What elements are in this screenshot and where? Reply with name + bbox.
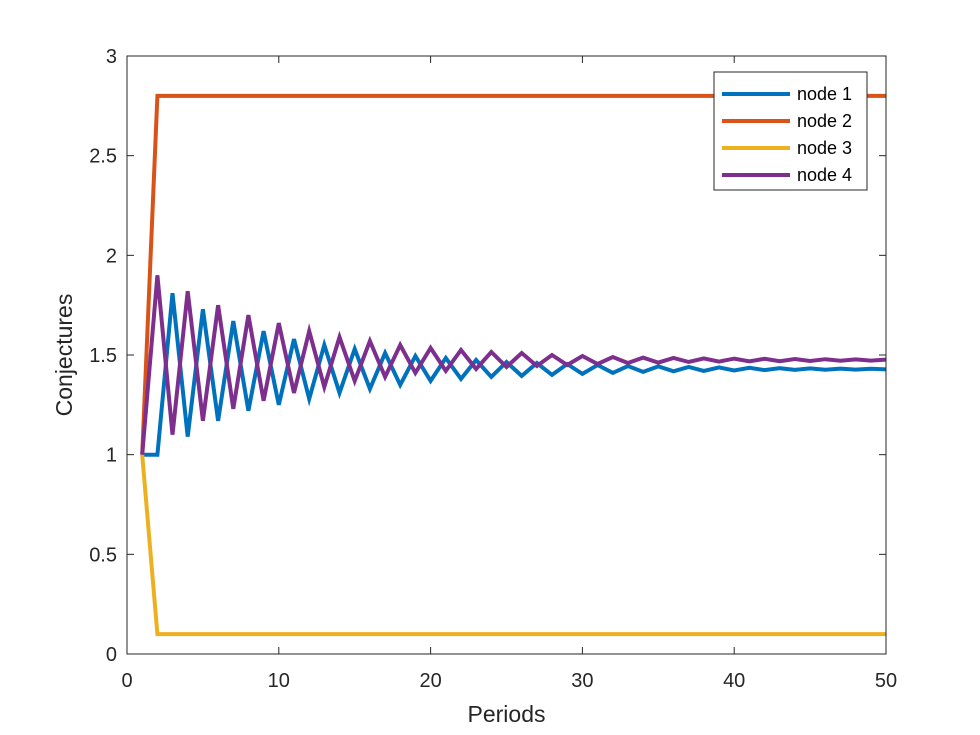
y-tick-label: 0 bbox=[106, 644, 117, 666]
series-line-node-4 bbox=[140, 275, 887, 455]
y-tick-label: 0.5 bbox=[89, 544, 117, 566]
x-tick-label: 50 bbox=[875, 670, 897, 692]
y-tick-label: 2 bbox=[106, 245, 117, 267]
y-tick-label: 1.5 bbox=[89, 345, 117, 367]
legend: node 1 node 2 node 3 node 4 bbox=[713, 71, 868, 191]
x-tick-label: 40 bbox=[723, 670, 745, 692]
y-axis-label: Conjectures bbox=[51, 294, 77, 417]
legend-box bbox=[713, 71, 868, 191]
series-line-node-3 bbox=[140, 454, 886, 637]
legend-label-node-1: node 1 bbox=[797, 84, 852, 104]
x-tick-label: 30 bbox=[571, 670, 593, 692]
y-tick-label: 3 bbox=[106, 46, 117, 68]
ticks-layer: 0 10 20 30 40 50 0 0.5 1 1.5 2 2.5 3 bbox=[89, 46, 897, 692]
x-tick-label: 10 bbox=[268, 670, 290, 692]
series-line-node-1 bbox=[142, 292, 887, 457]
legend-label-node-4: node 4 bbox=[797, 165, 852, 185]
legend-label-node-3: node 3 bbox=[797, 138, 852, 158]
x-axis-label: Periods bbox=[468, 701, 546, 727]
x-tick-label: 0 bbox=[121, 670, 132, 692]
y-tick-label: 1 bbox=[106, 445, 117, 467]
y-tick-label: 2.5 bbox=[89, 146, 117, 168]
x-tick-label: 20 bbox=[419, 670, 441, 692]
legend-label-node-2: node 2 bbox=[797, 111, 852, 131]
